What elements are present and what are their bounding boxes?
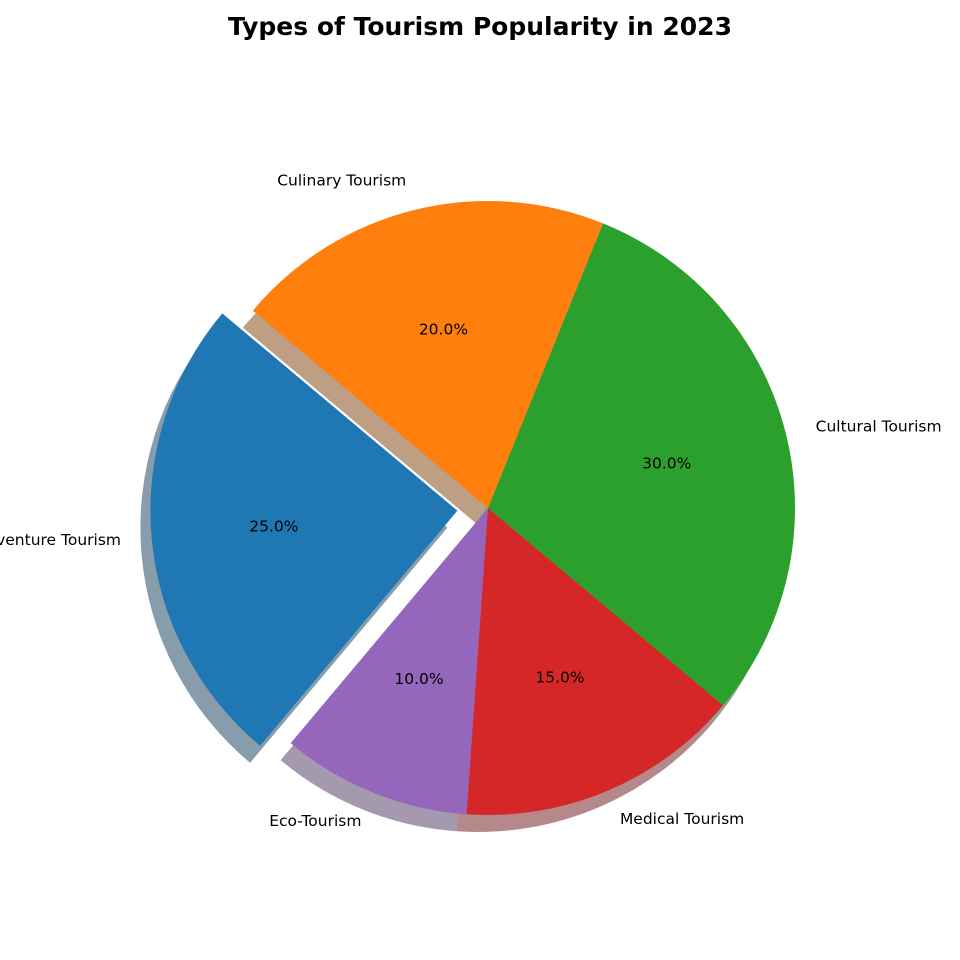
percent-label-cultural-tourism: 30.0% — [642, 454, 691, 472]
pie-slice-culinary-tourism — [252, 201, 604, 508]
slice-labels: Adventure Tourism Eco-Tourism Medical Tour… — [0, 171, 942, 830]
slice-label-culinary-tourism: Culinary Tourism — [277, 171, 406, 189]
percent-label-culinary-tourism: 20.0% — [419, 320, 468, 338]
slices — [150, 201, 795, 815]
slice-label-eco-tourism: Eco-Tourism — [269, 812, 361, 830]
percent-labels: 25.0% 10.0% 15.0% 30.0% 20.0% — [249, 320, 691, 688]
pie-slice-eco-tourism — [290, 508, 488, 815]
pie-slice-medical-tourism — [466, 508, 724, 815]
percent-label-adventure-tourism: 25.0% — [249, 518, 298, 536]
pie-slice-adventure-tourism — [150, 313, 458, 746]
percent-label-eco-tourism: 10.0% — [394, 670, 443, 688]
slice-label-medical-tourism: Medical Tourism — [620, 810, 744, 828]
slice-label-adventure-tourism: Adventure Tourism — [0, 531, 121, 549]
pie-slice-cultural-tourism — [488, 223, 795, 706]
percent-label-medical-tourism: 15.0% — [535, 669, 584, 687]
slice-label-cultural-tourism: Cultural Tourism — [816, 417, 942, 435]
chart-title: Types of Tourism Popularity in 2023 — [228, 12, 732, 41]
